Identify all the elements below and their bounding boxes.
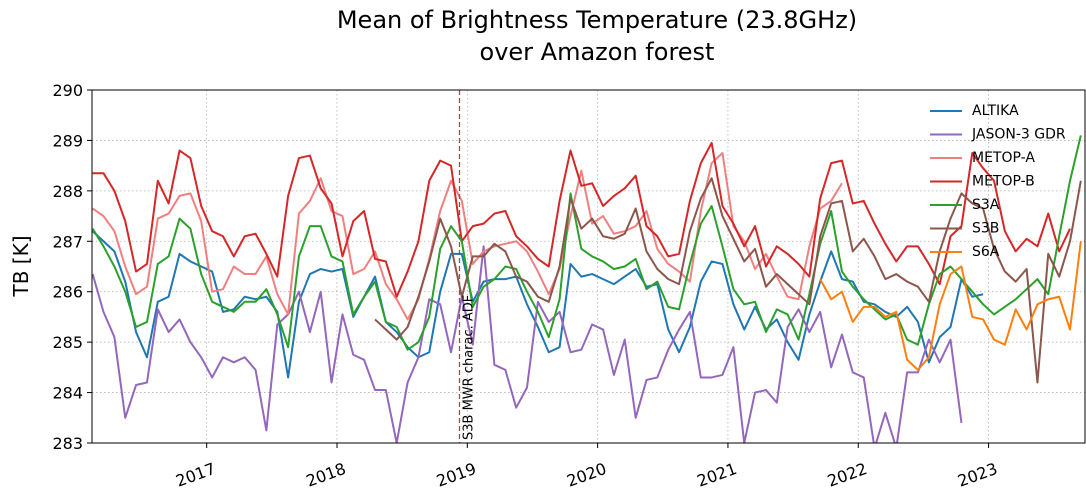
series-line <box>374 177 1082 384</box>
y-tick-label: 285 <box>52 333 83 352</box>
chart-title: Mean of Brightness Temperature (23.8GHz) <box>337 6 857 34</box>
legend-label: JASON-3 GDR <box>971 127 1066 143</box>
legend-label: S6A <box>972 244 1000 260</box>
x-tick-label: 2020 <box>564 459 609 489</box>
series-line <box>92 230 984 379</box>
y-tick-label: 288 <box>52 182 83 201</box>
y-axis-label: TB [K] <box>9 235 33 297</box>
legend: ALTIKA JASON-3 GDR METOP-A METOP-B S3A S3B S6A <box>930 103 1066 260</box>
series-line <box>819 241 1082 371</box>
legend-label: S3B <box>972 221 999 237</box>
chart-subtitle: over Amazon forest <box>480 38 715 66</box>
legend-label: METOP-B <box>972 174 1035 190</box>
y-tick-label: 284 <box>52 384 83 403</box>
y-tick-label: 287 <box>52 232 83 251</box>
annotation-text: S3B MWR charac. ADF <box>461 295 476 440</box>
plot-area <box>92 90 1082 443</box>
y-tick-label: 283 <box>52 434 83 453</box>
legend-label: ALTIKA <box>972 103 1019 119</box>
x-tick-label: 2022 <box>825 459 870 489</box>
legend-label: METOP-A <box>972 150 1035 166</box>
x-tick-label: 2019 <box>434 459 479 489</box>
grid <box>87 89 1085 448</box>
x-tick-label: 2018 <box>304 459 349 489</box>
legend-label: S3A <box>972 197 1000 213</box>
series-line <box>92 135 1082 351</box>
x-tick-label: 2017 <box>173 459 218 489</box>
x-tick-label: 2021 <box>695 459 740 489</box>
y-tick-label: 289 <box>52 131 83 150</box>
y-tick-label: 290 <box>52 81 83 100</box>
y-tick-label: 286 <box>52 283 83 302</box>
series-line <box>92 141 1071 298</box>
x-tick-label: 2023 <box>955 459 1000 489</box>
plot-frame <box>91 89 1086 444</box>
series-line <box>92 245 963 443</box>
